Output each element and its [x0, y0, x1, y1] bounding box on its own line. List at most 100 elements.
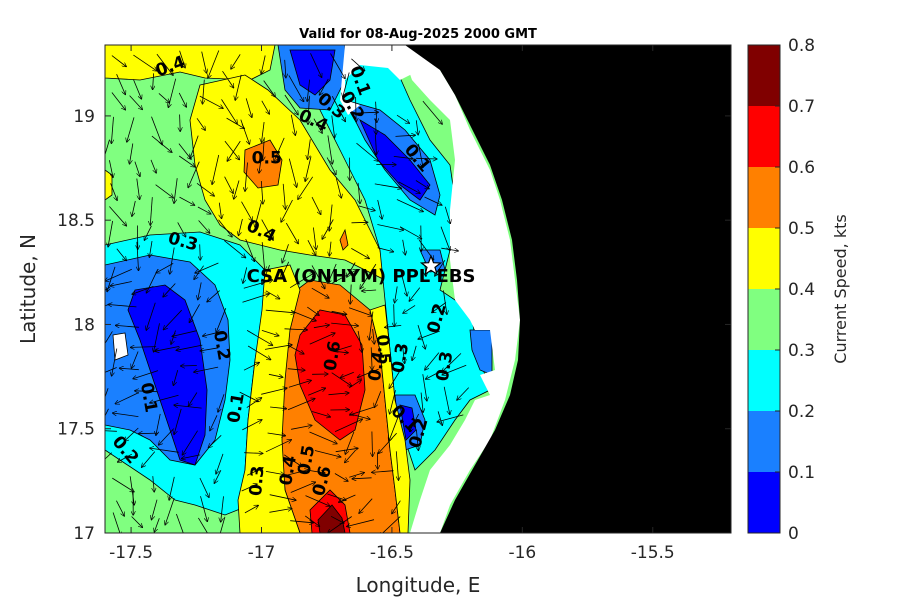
- current-vector: [410, 413, 420, 431]
- band-0.5-0.6-small: [339, 228, 349, 251]
- current-vector: [198, 220, 210, 234]
- current-vector: [112, 348, 118, 376]
- current-vector: [127, 117, 135, 141]
- current-vector: [282, 244, 289, 263]
- current-vector: [311, 411, 330, 417]
- current-vector: [375, 134, 376, 154]
- current-vector: [288, 380, 311, 388]
- current-vector: [189, 392, 198, 406]
- current-vector: [182, 430, 198, 455]
- current-vector: [219, 202, 221, 219]
- current-vector: [261, 100, 270, 114]
- current-vector: [199, 477, 209, 497]
- current-vector: [226, 117, 245, 128]
- current-vector: [243, 280, 273, 289]
- current-vector: [169, 476, 175, 500]
- current-vector: [116, 74, 126, 94]
- current-vector: [255, 202, 262, 227]
- current-vector: [374, 183, 401, 188]
- current-vector: [307, 469, 325, 473]
- current-vector: [109, 206, 126, 226]
- current-vector: [244, 453, 262, 454]
- current-vector: [131, 516, 143, 528]
- current-vector: [285, 59, 286, 78]
- current-vector: [268, 373, 283, 377]
- current-vector: [196, 182, 214, 196]
- plot-area: 0.4 0.10.20.30.40.10.50.40.30.6 0.50.40.30…: [105, 45, 731, 533]
- current-vector: [287, 399, 315, 411]
- current-vector: [153, 73, 154, 89]
- current-vector: [412, 345, 417, 360]
- current-vector: [221, 99, 238, 123]
- current-vector: [362, 290, 377, 291]
- current-vector: [242, 420, 261, 431]
- current-vector: [151, 116, 163, 145]
- current-vector: [264, 345, 292, 350]
- current-vector: [131, 347, 157, 348]
- band-0.1-white-pocket: [112, 332, 129, 361]
- current-vector: [307, 240, 316, 255]
- current-vector: [115, 392, 140, 404]
- current-vector: [396, 199, 423, 212]
- current-vector: [330, 53, 346, 79]
- current-vector: [291, 310, 316, 321]
- current-vector: [322, 219, 334, 240]
- current-vector: [150, 197, 152, 225]
- current-vector: [150, 159, 156, 173]
- current-vector: [246, 398, 262, 408]
- current-vector: [156, 53, 173, 75]
- current-vector: [111, 92, 125, 110]
- plot-frame: [104, 44, 732, 534]
- current-vector: [347, 519, 375, 527]
- current-vector: [348, 380, 361, 389]
- current-vector: [334, 345, 352, 351]
- current-vector: [309, 333, 335, 345]
- colorbar-tick-label: 0.4: [788, 280, 815, 300]
- current-vector: [245, 98, 252, 117]
- current-vector: [348, 307, 372, 316]
- current-vector: [287, 470, 309, 476]
- current-vector: [308, 388, 325, 396]
- current-vector: [190, 135, 199, 159]
- current-vector: [261, 55, 266, 74]
- colorbar-segment: [748, 411, 780, 472]
- current-vector: [203, 331, 221, 336]
- current-vector: [358, 368, 379, 377]
- current-vector: [108, 305, 137, 308]
- site-label: CSA (ONHYM) PPL EBS: [247, 266, 476, 287]
- current-vector: [261, 219, 273, 241]
- current-vector: [227, 140, 241, 161]
- current-vector: [332, 270, 357, 284]
- current-vector: [198, 517, 208, 533]
- current-vector: [274, 137, 285, 162]
- current-vector: [179, 50, 186, 68]
- current-vector: [135, 391, 158, 392]
- current-vector: [377, 199, 382, 219]
- contour-label: 0.3: [246, 465, 269, 497]
- current-vector: [195, 262, 219, 273]
- current-vector: [216, 307, 227, 332]
- y-tick-label: 18.5: [57, 211, 95, 231]
- current-vector: [245, 162, 248, 192]
- y-tick-label: 19: [73, 107, 95, 127]
- current-vector: [105, 430, 117, 432]
- current-vector: [156, 263, 174, 272]
- current-vector: [176, 513, 184, 533]
- current-vector: [113, 413, 139, 417]
- current-vector: [403, 239, 406, 255]
- current-vector: [331, 372, 352, 386]
- current-vector: [116, 248, 126, 261]
- current-vector: [403, 305, 416, 313]
- current-vector: [259, 158, 261, 173]
- current-vector: [105, 286, 111, 291]
- current-vector: [132, 200, 136, 216]
- current-vector: [283, 183, 285, 209]
- current-vector: [360, 263, 377, 289]
- current-vector: [125, 427, 139, 441]
- current-vector: [105, 408, 109, 417]
- current-vector: [116, 500, 124, 516]
- current-vector: [245, 238, 255, 261]
- current-vector: [216, 453, 224, 474]
- current-vector: [129, 95, 143, 110]
